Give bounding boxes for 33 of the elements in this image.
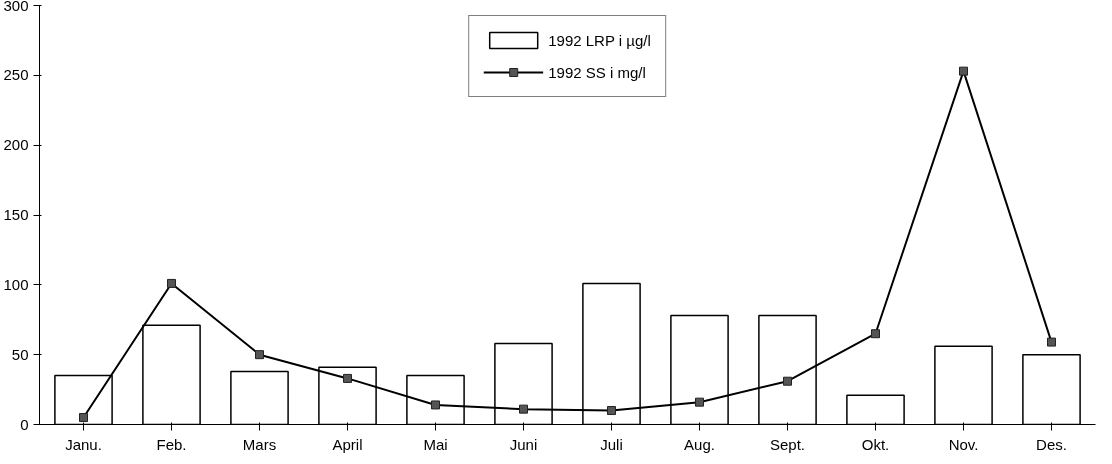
point <box>871 329 880 339</box>
x-tick-label: Juni <box>509 435 538 453</box>
point <box>783 376 792 386</box>
x-tick-label: Nov. <box>948 435 979 453</box>
point <box>255 350 264 360</box>
x-tick-label: Aug. <box>684 435 715 453</box>
y-tick-label: 200 <box>3 136 29 154</box>
point <box>431 400 440 410</box>
legend-label: 1992 LRP i µg/l <box>548 31 651 49</box>
point <box>167 278 176 288</box>
point <box>607 406 616 416</box>
y-tick-label: 0 <box>20 415 29 433</box>
x-tick-label: Janu. <box>65 435 102 453</box>
x-tick-label: Mai <box>423 435 448 453</box>
x-tick-label: April <box>332 435 363 453</box>
point <box>1047 337 1056 347</box>
point <box>79 413 88 423</box>
x-tick-label: Mars <box>242 435 277 453</box>
point <box>959 66 968 76</box>
x-tick-label: Okt. <box>861 435 890 453</box>
y-tick-label: 100 <box>3 275 29 293</box>
x-tick-label: Juli <box>600 435 623 453</box>
legend-label: 1992 SS i mg/l <box>548 63 646 81</box>
x-tick-label: Des. <box>1036 435 1067 453</box>
x-tick-label: Sept. <box>769 435 806 453</box>
point <box>343 373 352 383</box>
point <box>519 404 528 414</box>
x-tick-label: Feb. <box>156 435 187 453</box>
y-tick-label: 250 <box>3 66 29 84</box>
y-tick-label: 50 <box>11 345 29 363</box>
y-tick-label: 150 <box>3 206 29 223</box>
point <box>695 397 704 407</box>
y-tick-label: 300 <box>3 0 29 14</box>
